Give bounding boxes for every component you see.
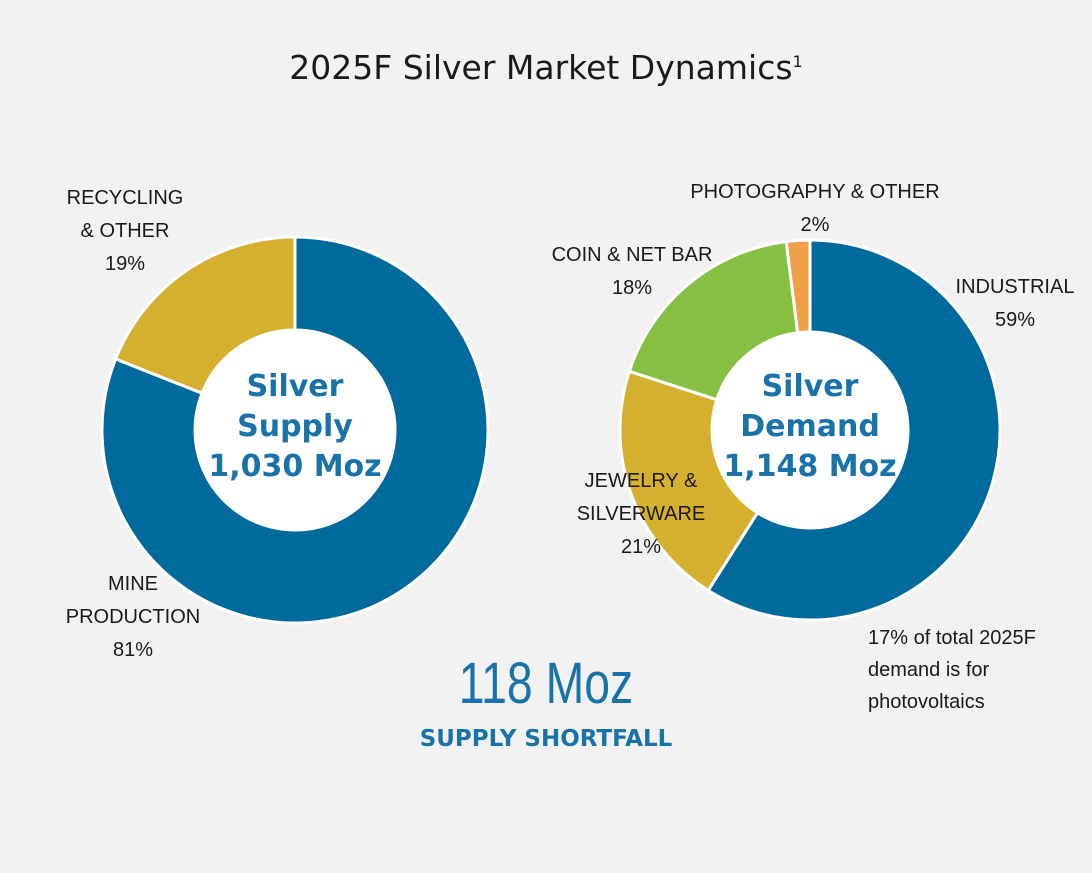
donut-hole: [712, 332, 908, 528]
shortfall: 118 Moz: [458, 651, 634, 716]
center-total: 1,030 Moz: [208, 449, 382, 484]
value-label: 21%: [620, 536, 662, 558]
category-label: COIN & NET BAR: [551, 244, 713, 266]
donut-hole: [195, 330, 395, 530]
slice-label: PHOTOGRAPHY & OTHER 2%: [665, 176, 965, 242]
category-label: MINE PRODUCTION: [65, 573, 201, 628]
category-label: JEWELRY & SILVERWARE: [576, 470, 706, 525]
category-label: RECYCLING & OTHER: [66, 187, 184, 242]
value-label: 59%: [994, 309, 1036, 331]
title-note: 1: [792, 52, 803, 71]
center-title: Silver Demand: [740, 369, 880, 444]
center-text: Silver Demand 1,148 Moz: [715, 367, 905, 487]
slice-label: RECYCLING & OTHER 19%: [65, 182, 185, 281]
title-wrap: 2025F Silver Market Dynamics1: [0, 48, 1092, 87]
center-text: Silver Supply 1,030 Moz: [200, 367, 390, 487]
category-label: PHOTOGRAPHY & OTHER: [690, 181, 940, 203]
center-title: Silver Supply: [237, 369, 353, 444]
value-label: 18%: [611, 277, 653, 299]
shortfall-label: SUPPLY SHORTFALL: [419, 726, 673, 752]
value-label: 19%: [104, 253, 146, 275]
slice-label: JEWELRY & SILVERWARE 21%: [571, 465, 711, 564]
category-label: INDUSTRIAL: [955, 276, 1075, 298]
slice-label: COIN & NET BAR 18%: [532, 239, 732, 305]
title: 2025F Silver Market Dynamics: [289, 48, 793, 87]
slice-label: INDUSTRIAL 59%: [945, 271, 1085, 337]
value-label: 81%: [112, 639, 154, 661]
slice-label: MINE PRODUCTION 81%: [53, 568, 213, 667]
center-total: 1,148 Moz: [723, 449, 897, 484]
note: 17% of total 2025F demand is for photovo…: [868, 627, 1036, 713]
value-label: 2%: [800, 214, 830, 236]
